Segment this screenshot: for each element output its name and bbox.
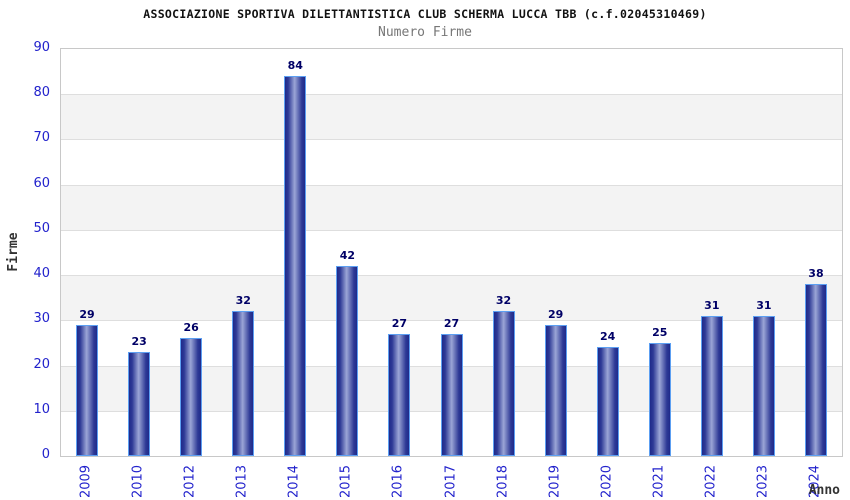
bar-value-label: 29 xyxy=(547,307,564,321)
bar-value-label: 38 xyxy=(808,267,824,281)
x-tick-label: 2023 xyxy=(755,464,771,499)
bar-value-label: 32 xyxy=(235,294,251,308)
y-tick-label: 20 xyxy=(33,356,50,372)
x-tick-label: 2020 xyxy=(599,464,615,499)
x-tick-label: 2017 xyxy=(443,464,458,499)
grid-band xyxy=(61,275,842,321)
bar-value-label: 26 xyxy=(183,321,199,335)
x-tick-label: 2015 xyxy=(338,464,354,499)
bar xyxy=(544,324,567,456)
x-tick-label: 2016 xyxy=(390,464,406,499)
bar xyxy=(700,315,723,456)
bar xyxy=(336,266,359,456)
chart-title: ASSOCIAZIONE SPORTIVA DILETTANTISTICA CL… xyxy=(143,7,707,21)
x-tick-label: 2010 xyxy=(130,464,146,499)
bar-value-label: 84 xyxy=(287,59,303,73)
x-tick-label: 2021 xyxy=(651,464,667,499)
bar xyxy=(596,347,619,456)
grid-line xyxy=(61,184,842,186)
bar xyxy=(804,284,827,456)
y-tick-label: 70 xyxy=(33,130,50,146)
bar-value-label: 29 xyxy=(79,307,95,321)
bar xyxy=(232,311,255,456)
bar xyxy=(284,76,307,456)
bar xyxy=(388,333,411,456)
x-tick-label: 2018 xyxy=(495,464,511,499)
grid-line xyxy=(61,139,842,141)
bar-value-label: 23 xyxy=(131,334,147,348)
bar xyxy=(752,315,775,456)
y-tick-label: 10 xyxy=(33,401,50,417)
y-tick-label: 0 xyxy=(41,447,50,462)
bar-value-label: 27 xyxy=(391,316,408,330)
bar xyxy=(180,338,203,456)
bar-value-label: 25 xyxy=(652,325,668,339)
bar-value-label: 31 xyxy=(756,298,772,312)
y-tick-label: 80 xyxy=(33,85,50,101)
x-axis-title: Anno xyxy=(808,483,840,498)
y-tick-label: 30 xyxy=(33,311,50,327)
grid-band xyxy=(61,94,842,140)
y-tick-label: 50 xyxy=(33,220,50,236)
bar xyxy=(128,351,151,456)
y-tick-label: 40 xyxy=(33,266,50,282)
bar xyxy=(492,311,515,456)
x-tick-label: 2012 xyxy=(182,464,198,499)
bar xyxy=(648,342,671,456)
grid-line xyxy=(61,320,842,322)
grid-line xyxy=(61,94,842,96)
y-axis-title: Firme xyxy=(6,232,21,272)
bar-value-label: 42 xyxy=(339,249,356,263)
grid-line xyxy=(61,229,842,231)
x-tick-label: 2013 xyxy=(234,464,250,499)
x-tick-label: 2014 xyxy=(286,464,302,499)
grid-line xyxy=(61,275,842,277)
x-tick-label: 2009 xyxy=(78,464,94,499)
bar-value-label: 31 xyxy=(704,298,720,312)
bar-value-label: 32 xyxy=(495,294,512,308)
y-tick-label: 90 xyxy=(33,40,50,55)
x-tick-label: 2022 xyxy=(703,464,719,499)
chart-subtitle: Numero Firme xyxy=(378,25,472,40)
plot-area: 29 23 26 32 84 42 27 27 32 29 24 25 31 31 38 xyxy=(60,48,843,457)
bar-value-label: 24 xyxy=(600,330,616,344)
grid-band xyxy=(61,184,842,230)
bar xyxy=(440,333,463,456)
bar xyxy=(76,324,99,456)
x-tick-label: 2019 xyxy=(547,464,563,499)
bar-value-label: 27 xyxy=(443,316,460,330)
y-tick-label: 60 xyxy=(33,175,50,191)
